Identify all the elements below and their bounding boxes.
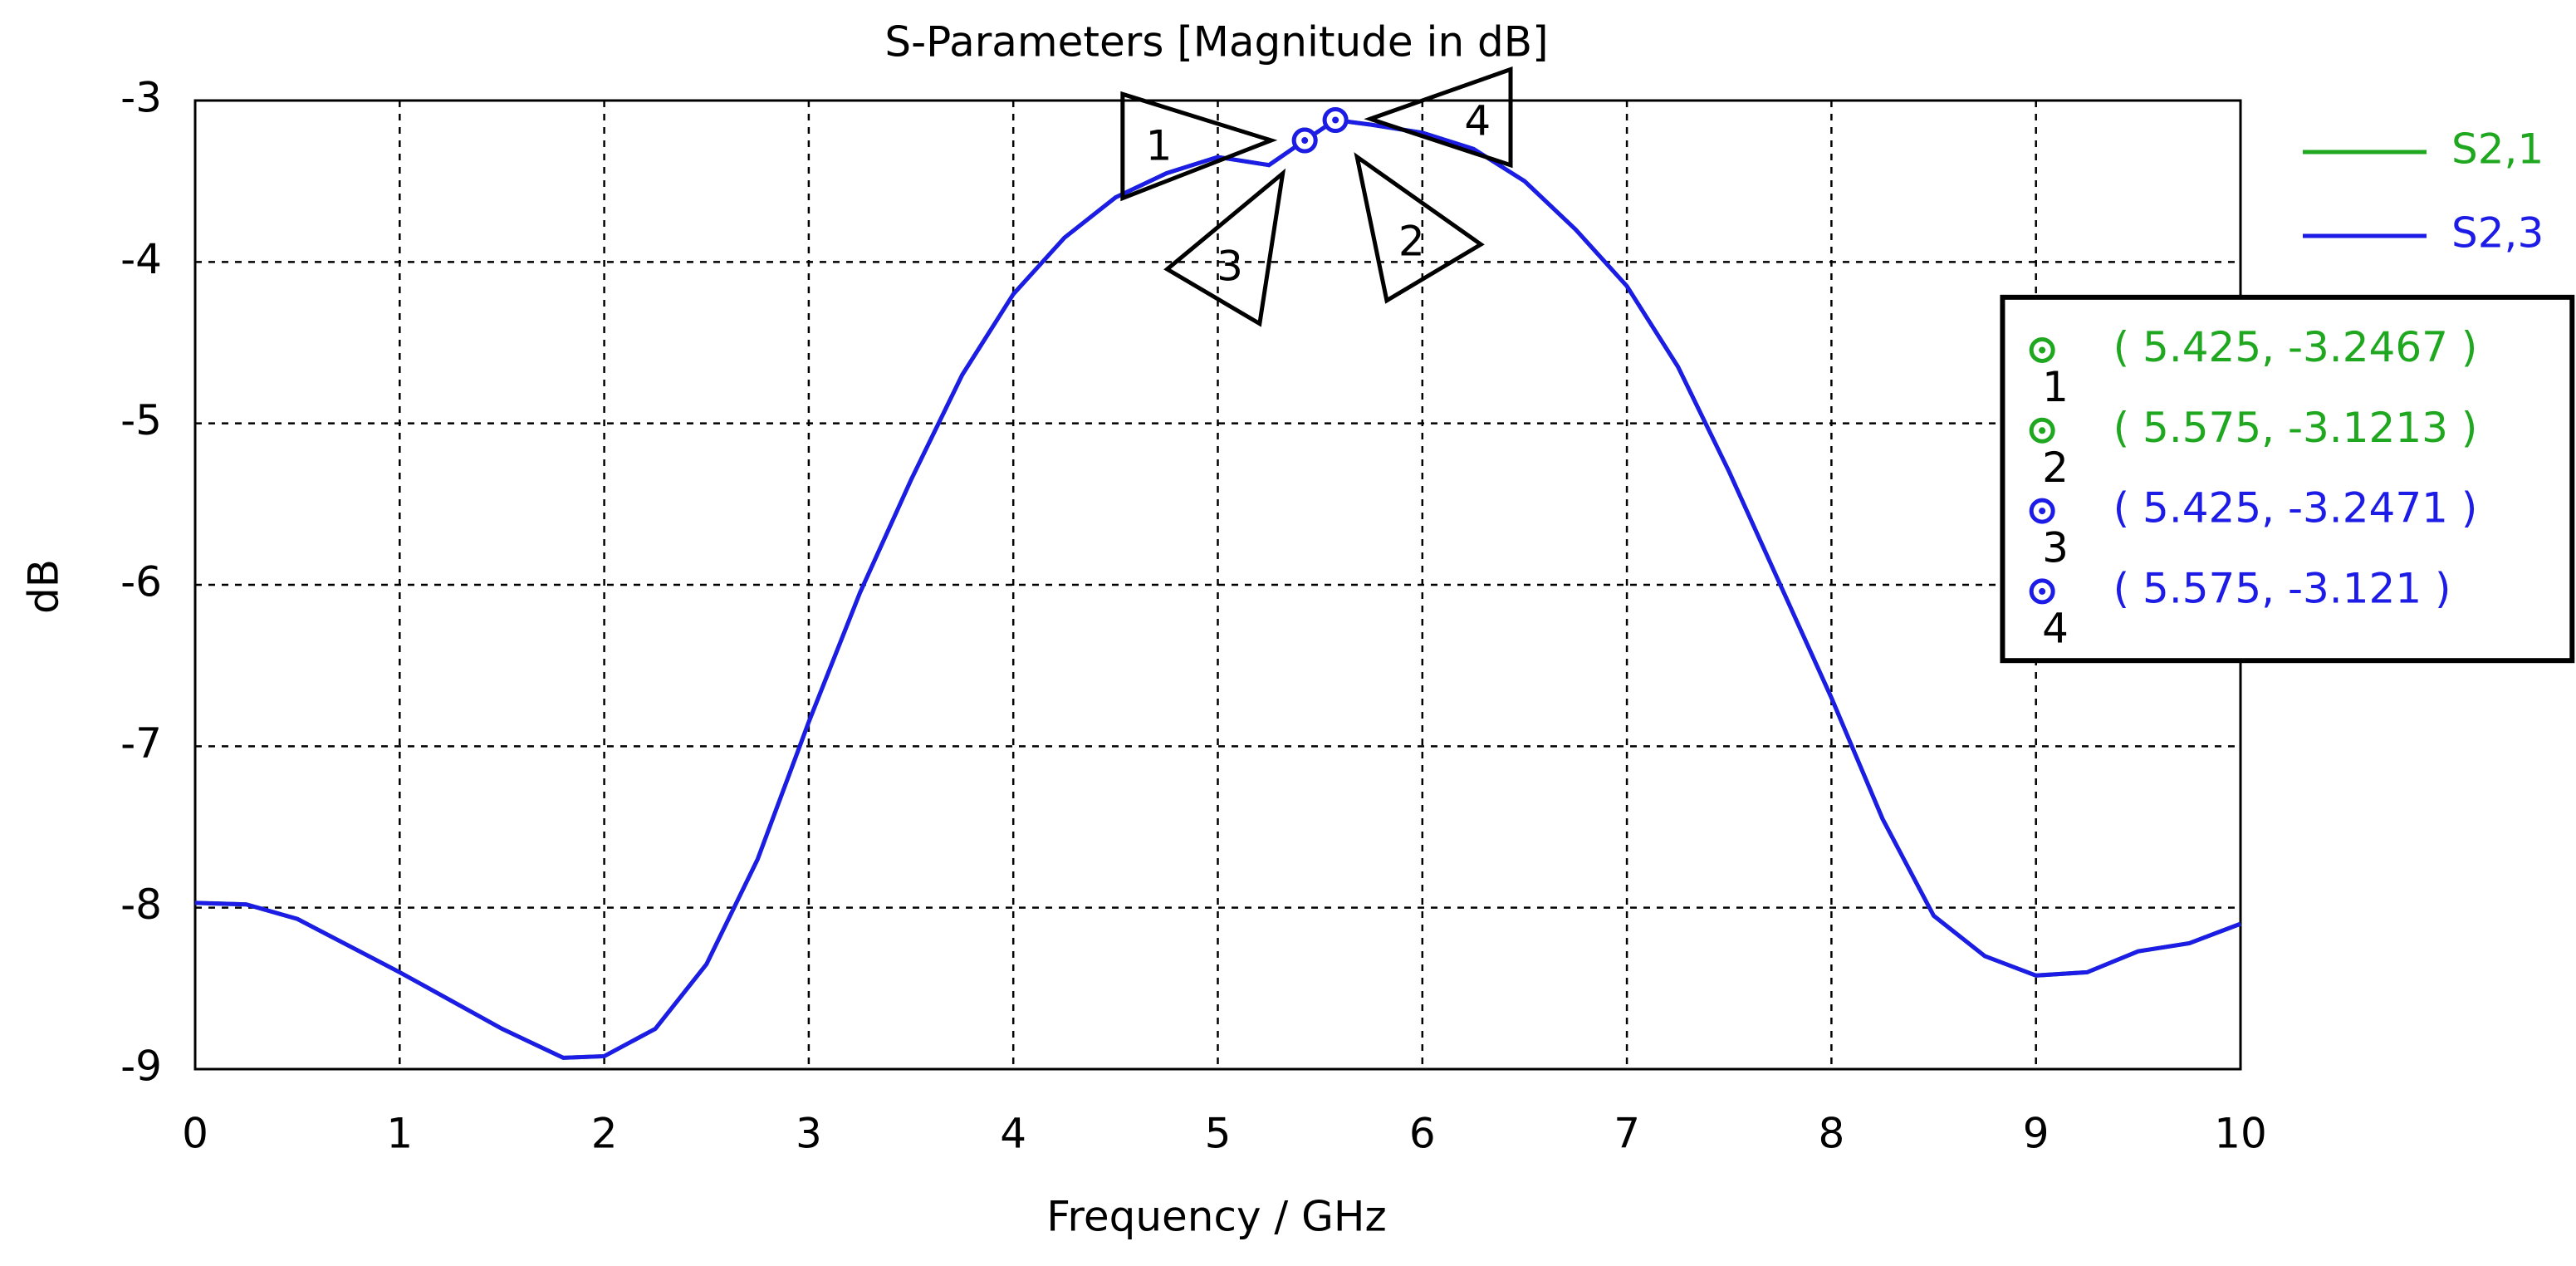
x-tick-label: 4 bbox=[1000, 1110, 1026, 1158]
y-tick-label: -5 bbox=[120, 396, 162, 444]
x-tick-label: 6 bbox=[1409, 1110, 1436, 1158]
marker-table-index: 1 bbox=[2042, 363, 2069, 411]
marker-table-value: ( 5.425, -3.2467 ) bbox=[2113, 323, 2478, 371]
x-tick-label: 9 bbox=[2023, 1110, 2050, 1158]
y-tick-label: -7 bbox=[120, 719, 162, 768]
marker-pointer bbox=[1163, 168, 1286, 327]
marker-pointer bbox=[1120, 91, 1278, 202]
marker-table-value: ( 5.575, -3.121 ) bbox=[2113, 564, 2451, 612]
x-tick-label: 0 bbox=[182, 1110, 208, 1158]
chart-title: S-Parameters [Magnitude in dB] bbox=[884, 18, 1548, 66]
x-tick-label: 3 bbox=[796, 1110, 822, 1158]
marker-table-dot bbox=[2039, 427, 2046, 434]
x-axis-label: Frequency / GHz bbox=[1046, 1193, 1387, 1241]
marker-pointer-label: 2 bbox=[1398, 218, 1425, 266]
y-tick-label: -8 bbox=[120, 881, 162, 929]
x-tick-label: 10 bbox=[2214, 1110, 2267, 1158]
marker-table-dot bbox=[2039, 587, 2046, 595]
marker-pointer bbox=[1354, 152, 1485, 304]
marker-dot bbox=[1301, 137, 1309, 145]
y-tick-label: -4 bbox=[120, 235, 162, 283]
legend-label: S2,1 bbox=[2451, 125, 2544, 174]
marker-table-value: ( 5.425, -3.2471 ) bbox=[2113, 484, 2478, 532]
marker-pointer-label: 1 bbox=[1146, 121, 1173, 169]
x-tick-label: 8 bbox=[1818, 1110, 1844, 1158]
marker-table-index: 2 bbox=[2042, 444, 2069, 492]
marker-pointer-label: 4 bbox=[1464, 97, 1491, 145]
y-axis-label: dB bbox=[20, 559, 68, 614]
y-tick-label: -9 bbox=[120, 1043, 162, 1091]
y-tick-label: -6 bbox=[120, 558, 162, 606]
marker-pointer-label: 3 bbox=[1217, 243, 1243, 291]
x-tick-label: 5 bbox=[1205, 1110, 1232, 1158]
series-line bbox=[194, 117, 2241, 1060]
marker-pointer bbox=[1364, 66, 1513, 169]
y-tick-label: -3 bbox=[120, 74, 162, 122]
marker-table bbox=[2000, 294, 2575, 664]
marker-dot bbox=[1332, 116, 1339, 124]
x-tick-label: 2 bbox=[591, 1110, 618, 1158]
x-tick-label: 1 bbox=[386, 1110, 413, 1158]
marker-table-value: ( 5.575, -3.1213 ) bbox=[2113, 404, 2478, 452]
marker-table-index: 4 bbox=[2042, 604, 2069, 652]
x-tick-label: 7 bbox=[1614, 1110, 1640, 1158]
legend-label: S2,3 bbox=[2451, 209, 2544, 258]
marker-table-dot bbox=[2039, 346, 2046, 354]
marker-table-index: 3 bbox=[2042, 524, 2069, 572]
marker-table-dot bbox=[2039, 508, 2046, 515]
